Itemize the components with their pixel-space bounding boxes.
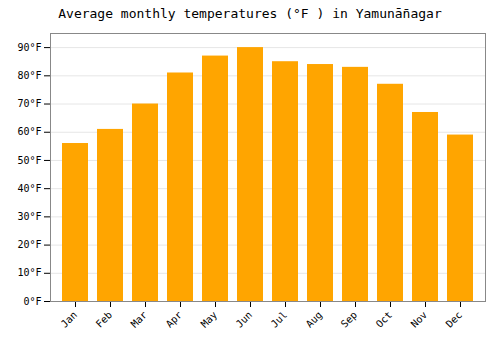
svg-text:Oct: Oct: [374, 309, 395, 330]
svg-text:Apr: Apr: [164, 309, 185, 330]
svg-text:Feb: Feb: [94, 309, 115, 330]
svg-text:Dec: Dec: [444, 309, 465, 330]
svg-text:Jun: Jun: [234, 309, 255, 330]
svg-text:60°F: 60°F: [17, 126, 41, 137]
svg-text:Mar: Mar: [129, 309, 150, 330]
svg-text:80°F: 80°F: [17, 70, 41, 81]
svg-text:Jul: Jul: [269, 309, 290, 330]
svg-text:70°F: 70°F: [17, 98, 41, 109]
svg-text:50°F: 50°F: [17, 155, 41, 166]
svg-text:10°F: 10°F: [17, 267, 41, 278]
html-text:Average monthly temperatures (: Average monthly temperatures (°F ) in Ya…: [58, 6, 442, 21]
svg-text:90°F: 90°F: [17, 42, 41, 53]
svg-text:40°F: 40°F: [17, 183, 41, 194]
svg-text:Aug: Aug: [304, 309, 325, 330]
svg-text:20°F: 20°F: [17, 239, 41, 250]
svg-text:Jan: Jan: [59, 309, 80, 330]
svg-text:Sep: Sep: [339, 309, 360, 330]
svg-text:30°F: 30°F: [17, 211, 41, 222]
svg-text:0°F: 0°F: [23, 296, 41, 307]
svg-text:Nov: Nov: [409, 309, 430, 330]
svg-text:May: May: [199, 309, 220, 330]
